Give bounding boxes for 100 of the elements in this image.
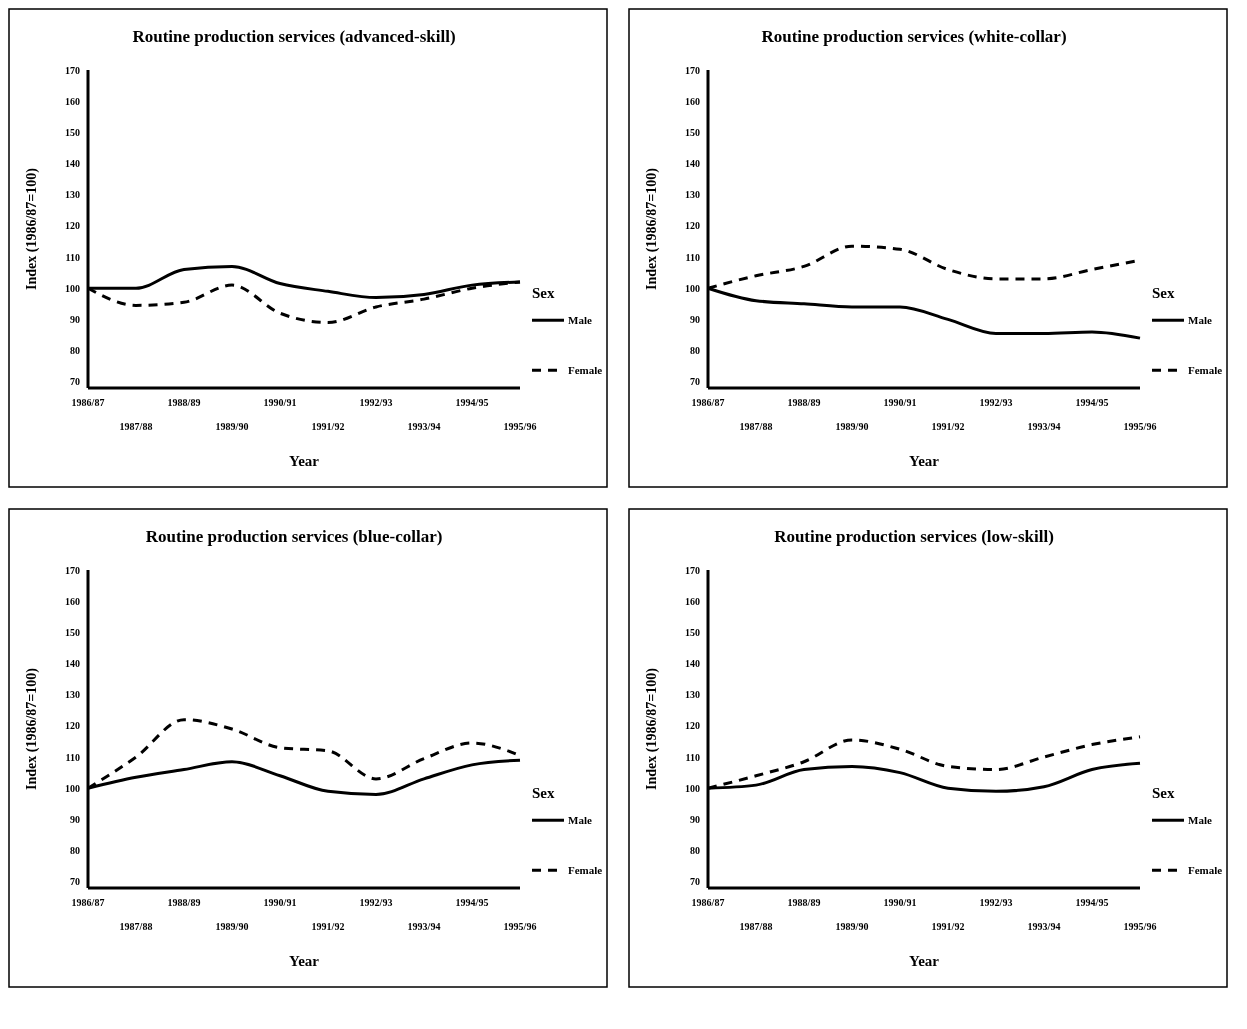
y-tick-label: 70 [70,376,80,388]
y-tick-label: 70 [690,376,700,388]
x-tick-label: 1993/94 [407,921,441,932]
x-tick-label: 1988/89 [787,897,821,908]
y-tick-label: 150 [685,126,700,138]
legend-label: Female [568,864,603,877]
x-tick-label: 1987/88 [739,921,773,932]
legend-label: Female [1188,364,1223,377]
y-axis-title: Index (1986/87=100) [24,667,40,790]
chart-title: Routine production services (advanced-skill) [132,27,456,46]
y-tick-label: 90 [70,813,80,825]
y-tick-label: 130 [65,689,80,701]
y-tick-label: 90 [70,313,80,325]
x-tick-label: 1989/90 [215,421,249,432]
y-tick-label: 80 [70,345,80,357]
x-axis-title: Year [909,453,940,469]
legend-label: Male [1188,814,1212,827]
y-tick-label: 80 [70,845,80,857]
x-tick-label: 1992/93 [979,897,1013,908]
legend-label: Male [568,314,592,327]
y-tick-label: 140 [685,658,700,670]
legend-label: Female [568,364,603,377]
y-tick-label: 100 [65,782,80,794]
y-tick-label: 160 [685,595,700,607]
y-tick-label: 130 [685,689,700,701]
chart-title: Routine production services (white-collar) [761,27,1067,46]
y-tick-label: 100 [65,282,80,294]
y-tick-label: 130 [685,189,700,201]
x-tick-label: 1987/88 [119,421,153,432]
x-tick-label: 1990/91 [883,397,917,408]
y-axis-title: Index (1986/87=100) [24,167,40,290]
x-tick-label: 1994/95 [455,397,489,408]
y-tick-label: 130 [65,189,80,201]
x-tick-label: 1995/96 [1123,921,1157,932]
y-tick-label: 150 [65,626,80,638]
y-tick-label: 120 [65,220,80,232]
x-tick-label: 1995/96 [1123,421,1157,432]
x-tick-label: 1988/89 [167,397,201,408]
y-tick-label: 110 [685,751,700,763]
x-tick-label: 1991/92 [931,921,965,932]
y-tick-label: 120 [685,220,700,232]
y-tick-label: 170 [685,64,700,76]
x-axis-title: Year [289,453,320,469]
x-tick-label: 1994/95 [1075,897,1109,908]
x-axis-title: Year [909,953,940,969]
y-tick-label: 170 [65,64,80,76]
x-tick-label: 1988/89 [787,397,821,408]
x-tick-label: 1994/95 [455,897,489,908]
x-tick-label: 1993/94 [1027,921,1061,932]
legend-label: Female [1188,864,1223,877]
x-tick-label: 1990/91 [263,397,297,408]
y-tick-label: 100 [685,782,700,794]
x-tick-label: 1986/87 [71,897,105,908]
legend-title: Sex [532,285,555,302]
y-tick-label: 150 [65,126,80,138]
x-tick-label: 1987/88 [119,921,153,932]
y-tick-label: 70 [690,876,700,888]
y-tick-label: 70 [70,876,80,888]
y-tick-label: 80 [690,845,700,857]
y-tick-label: 150 [685,626,700,638]
legend-title: Sex [1152,285,1175,302]
x-tick-label: 1994/95 [1075,397,1109,408]
y-tick-label: 170 [685,564,700,576]
y-tick-label: 90 [690,813,700,825]
x-tick-label: 1993/94 [1027,421,1061,432]
y-tick-label: 100 [685,282,700,294]
legend-title: Sex [1152,785,1175,802]
x-tick-label: 1990/91 [883,897,917,908]
x-tick-label: 1989/90 [835,421,869,432]
x-tick-label: 1995/96 [503,421,537,432]
x-tick-label: 1986/87 [71,397,105,408]
y-axis-title: Index (1986/87=100) [644,167,660,290]
chart-title: Routine production services (low-skill) [774,527,1054,546]
x-tick-label: 1992/93 [979,397,1013,408]
x-tick-label: 1992/93 [359,897,393,908]
y-tick-label: 170 [65,564,80,576]
x-tick-label: 1986/87 [691,397,725,408]
x-axis-title: Year [289,953,320,969]
x-tick-label: 1988/89 [167,897,201,908]
x-tick-label: 1993/94 [407,421,441,432]
legend-label: Male [568,814,592,827]
x-tick-label: 1995/96 [503,921,537,932]
y-tick-label: 110 [65,751,80,763]
y-tick-label: 160 [65,95,80,107]
y-axis-title: Index (1986/87=100) [644,667,660,790]
x-tick-label: 1991/92 [311,921,345,932]
chart-title: Routine production services (blue-collar) [145,527,443,546]
y-tick-label: 160 [685,95,700,107]
x-tick-label: 1991/92 [931,421,965,432]
y-tick-label: 120 [65,720,80,732]
y-tick-label: 110 [65,251,80,263]
legend-label: Male [1188,314,1212,327]
x-tick-label: 1989/90 [215,921,249,932]
y-tick-label: 120 [685,720,700,732]
y-tick-label: 160 [65,595,80,607]
x-tick-label: 1991/92 [311,421,345,432]
x-tick-label: 1992/93 [359,397,393,408]
x-tick-label: 1987/88 [739,421,773,432]
y-tick-label: 80 [690,345,700,357]
y-tick-label: 110 [685,251,700,263]
